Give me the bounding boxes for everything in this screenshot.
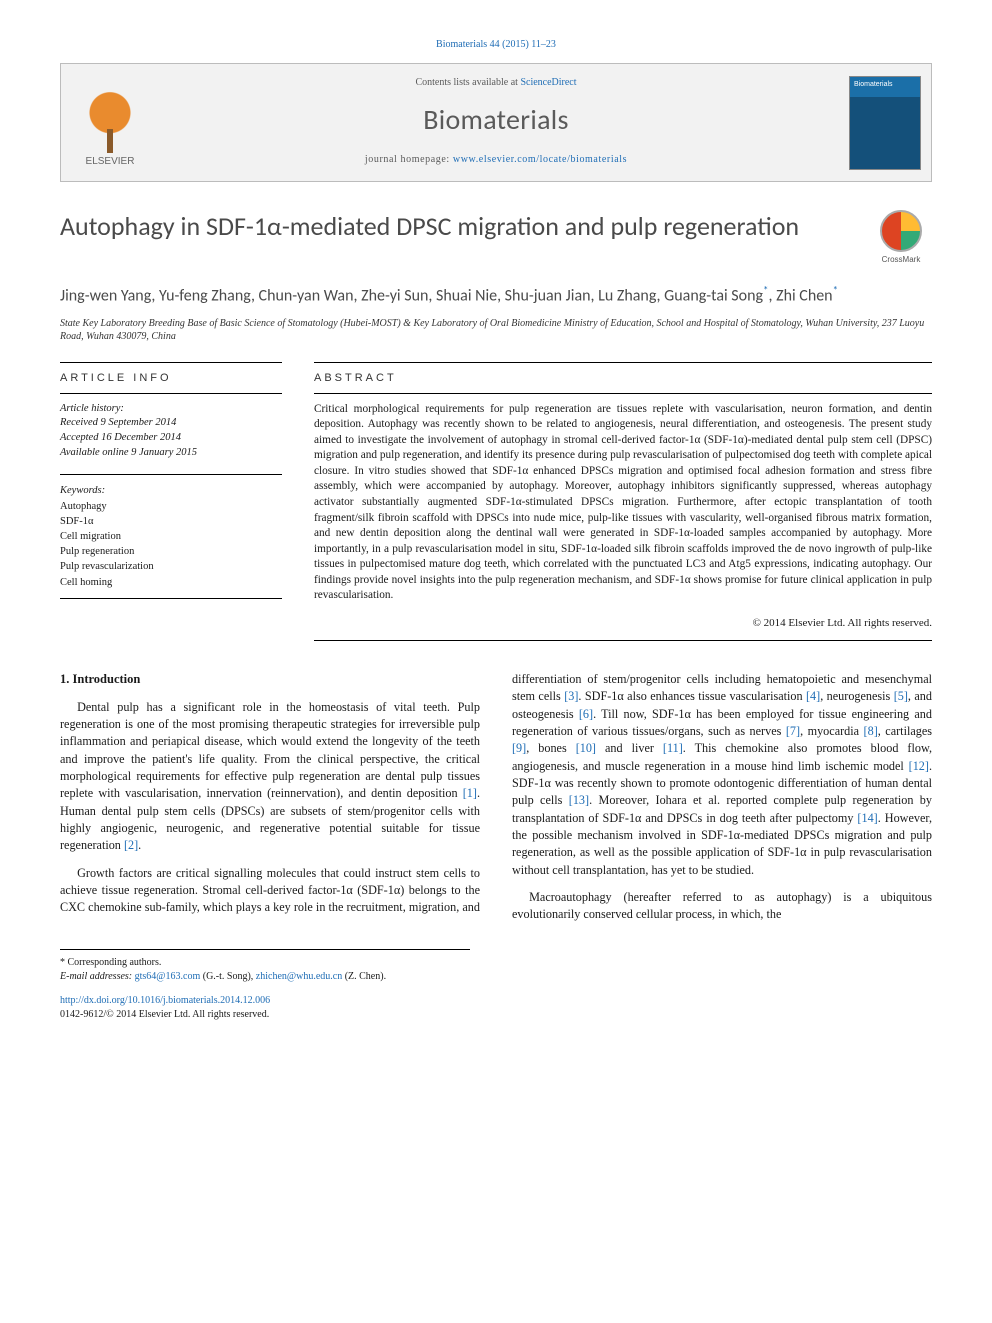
journal-name: Biomaterials	[171, 100, 821, 141]
keyword: Pulp revascularization	[60, 559, 282, 574]
authors-main: Jing-wen Yang, Yu-feng Zhang, Chun-yan W…	[60, 286, 763, 305]
email-who-1: (G.-t. Song),	[200, 971, 256, 982]
article-info-column: ARTICLE INFO Article history: Received 9…	[60, 362, 282, 641]
footnotes: * Corresponding authors. E-mail addresse…	[60, 949, 470, 984]
journal-cover-thumbnail	[849, 76, 921, 170]
keyword: SDF-1α	[60, 514, 282, 529]
intro-paragraph-1: Dental pulp has a significant role in th…	[60, 699, 480, 855]
abstract-column: ABSTRACT Critical morphological requirem…	[314, 362, 932, 641]
contents-prefix: Contents lists available at	[415, 77, 520, 88]
keyword: Cell migration	[60, 529, 282, 544]
copyright-line: © 2014 Elsevier Ltd. All rights reserved…	[314, 612, 932, 640]
email-who-2: (Z. Chen).	[342, 971, 386, 982]
corr-marker-2: *	[833, 284, 838, 297]
doi-link[interactable]: http://dx.doi.org/10.1016/j.biomaterials…	[60, 994, 932, 1008]
crossmark-badge[interactable]: CrossMark	[870, 210, 932, 266]
body-text: 1. Introduction Dental pulp has a signif…	[60, 671, 932, 925]
article-title: Autophagy in SDF-1α-mediated DPSC migrat…	[60, 210, 852, 243]
email-link-2[interactable]: zhichen@whu.edu.cn	[256, 971, 342, 982]
homepage-line: journal homepage: www.elsevier.com/locat…	[171, 153, 821, 168]
abstract-text: Critical morphological requirements for …	[314, 394, 932, 613]
keyword: Pulp regeneration	[60, 544, 282, 559]
publisher-name: ELSEVIER	[86, 155, 135, 170]
history-accepted: Accepted 16 December 2014	[60, 431, 282, 446]
homepage-prefix: journal homepage:	[365, 154, 453, 165]
article-info-label: ARTICLE INFO	[60, 363, 282, 393]
keywords-list: Autophagy SDF-1α Cell migration Pulp reg…	[60, 499, 282, 598]
history-received: Received 9 September 2014	[60, 416, 282, 431]
article-history: Article history: Received 9 September 20…	[60, 394, 282, 475]
crossmark-icon	[880, 210, 922, 252]
homepage-link[interactable]: www.elsevier.com/locate/biomaterials	[453, 154, 627, 165]
email-addresses-line: E-mail addresses: gts64@163.com (G.-t. S…	[60, 970, 470, 984]
contents-available-line: Contents lists available at ScienceDirec…	[171, 76, 821, 91]
affiliation: State Key Laboratory Breeding Base of Ba…	[60, 317, 932, 344]
keyword: Autophagy	[60, 499, 282, 514]
abstract-label: ABSTRACT	[314, 363, 932, 393]
corresponding-authors-note: * Corresponding authors.	[60, 956, 470, 970]
history-label: Article history:	[60, 402, 282, 417]
issn-copyright: 0142-9612/© 2014 Elsevier Ltd. All right…	[60, 1008, 932, 1022]
citation-line: Biomaterials 44 (2015) 11–23	[60, 38, 932, 53]
elsevier-logo: ELSEVIER	[71, 76, 149, 170]
email-label: E-mail addresses:	[60, 971, 135, 982]
history-online: Available online 9 January 2015	[60, 446, 282, 461]
keyword: Cell homing	[60, 575, 282, 590]
tree-icon	[80, 91, 140, 153]
authors-tail: , Zhi Chen	[768, 286, 832, 305]
section-heading-intro: 1. Introduction	[60, 671, 480, 689]
authors-list: Jing-wen Yang, Yu-feng Zhang, Chun-yan W…	[60, 284, 932, 307]
sciencedirect-link[interactable]: ScienceDirect	[520, 77, 576, 88]
email-link-1[interactable]: gts64@163.com	[135, 971, 201, 982]
journal-header: ELSEVIER Contents lists available at Sci…	[60, 63, 932, 183]
keywords-label: Keywords:	[60, 475, 282, 498]
crossmark-label: CrossMark	[882, 255, 921, 264]
doi-block: http://dx.doi.org/10.1016/j.biomaterials…	[60, 994, 932, 1022]
intro-paragraph-3: Macroautophagy (hereafter referred to as…	[512, 889, 932, 924]
